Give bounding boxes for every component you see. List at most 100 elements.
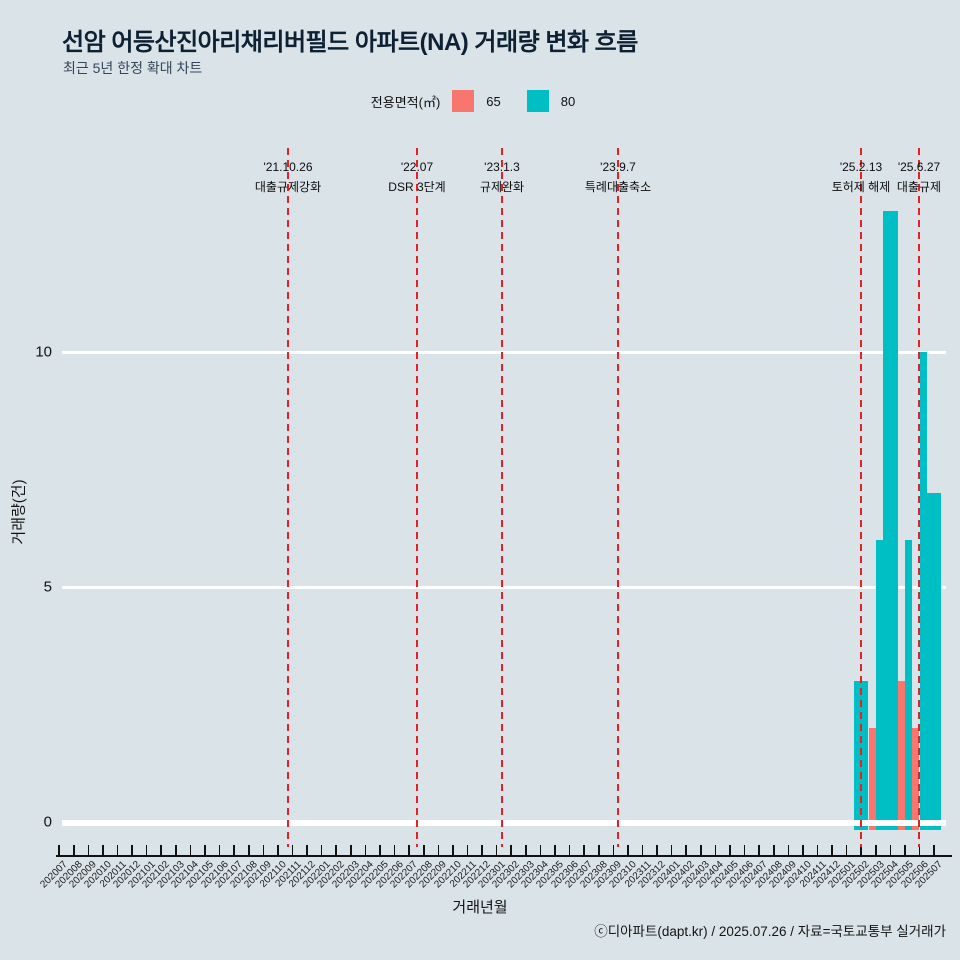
gridline-5 xyxy=(62,585,946,589)
event-line-4 xyxy=(616,148,620,847)
x-tick-202201 xyxy=(320,845,323,855)
x-tick-202202 xyxy=(335,845,338,855)
x-tick-202411 xyxy=(816,845,819,855)
x-tick-202301 xyxy=(495,845,498,855)
x-tick-202212 xyxy=(481,845,483,855)
x-tick-202409 xyxy=(787,845,790,855)
x-tick-202010 xyxy=(102,845,104,855)
legend-swatch-80 xyxy=(526,90,549,112)
x-tick-202110 xyxy=(277,845,279,855)
x-axis-title: 거래년월 xyxy=(452,899,508,916)
x-tick-202502 xyxy=(860,845,863,855)
x-tick-202408 xyxy=(772,845,775,855)
chart-subtitle: 최근 5년 한정 확대 차트 xyxy=(63,60,203,76)
legend-label-80: 80 xyxy=(560,93,576,109)
x-tick-202410 xyxy=(802,845,804,855)
x-tick-202412 xyxy=(831,845,833,855)
event-annotation-4: '23.9.7 특례대출축소 xyxy=(585,160,651,195)
x-tick-202105 xyxy=(204,845,206,855)
x-tick-202008 xyxy=(72,845,75,855)
x-tick-202308 xyxy=(597,845,600,855)
x-tick-202310 xyxy=(627,845,629,855)
event-annotation-3: '23.1.3 규제완화 xyxy=(480,160,524,195)
event-label: 토허제 해제 xyxy=(831,180,891,194)
event-label: DSR 3단계 xyxy=(388,180,446,194)
bar-80-202504 xyxy=(883,211,898,830)
event-annotation-1: '21.10.26 대출규제강화 xyxy=(255,160,321,195)
x-tick-202108 xyxy=(247,845,250,855)
x-tick-202211 xyxy=(466,845,469,855)
x-tick-202501 xyxy=(845,845,848,855)
x-tick-202402 xyxy=(685,845,688,855)
bar-80-202506 xyxy=(919,352,927,830)
x-tick-202112 xyxy=(306,845,308,855)
event-date: '25.6.27 xyxy=(897,160,941,174)
x-tick-202012 xyxy=(131,845,133,855)
event-label: 특례대출축소 xyxy=(584,180,652,194)
event-line-1 xyxy=(286,148,290,847)
x-tick-202505 xyxy=(904,845,906,855)
bar-80-202503 xyxy=(876,540,883,830)
zero-baseline xyxy=(62,820,946,826)
x-tick-202406 xyxy=(743,845,746,855)
x-tick-202102 xyxy=(160,845,163,855)
x-tick-202011 xyxy=(116,845,119,855)
chart-title: 선암 어등산진아리채리버필드 아파트(NA) 거래량 변화 흐름 xyxy=(62,29,638,56)
x-tick-202401 xyxy=(670,845,673,855)
y-axis-title: 거래량(건) xyxy=(10,479,28,545)
event-date: '21.10.26 xyxy=(263,160,313,174)
x-tick-202101 xyxy=(145,845,148,855)
x-tick-202311 xyxy=(641,845,644,855)
x-tick-202007 xyxy=(58,845,60,855)
event-annotation-2: '22.07 DSR 3단계 xyxy=(388,160,445,195)
x-tick-202312 xyxy=(656,845,658,855)
x-tick-202306 xyxy=(568,845,571,855)
legend-label-65: 65 xyxy=(486,93,501,109)
x-tick-202111 xyxy=(291,845,294,855)
y-tick-label-5: 5 xyxy=(43,578,52,596)
event-date: '23.9.7 xyxy=(600,160,636,174)
x-tick-202305 xyxy=(554,845,556,855)
event-line-2 xyxy=(415,148,419,847)
y-tick-label-10: 10 xyxy=(35,343,52,361)
event-date: '22.07 xyxy=(400,160,434,174)
y-tick-label-0: 0 xyxy=(43,813,52,831)
bar-80-202505 xyxy=(905,540,913,830)
x-axis-line xyxy=(56,855,952,857)
event-label: 규제완화 xyxy=(479,180,525,194)
x-tick-202104 xyxy=(189,845,192,855)
x-tick-202407 xyxy=(758,845,760,855)
x-tick-202103 xyxy=(175,845,177,855)
event-annotation-6: '25.6.27 대출규제 xyxy=(897,160,941,195)
bar-65-202503 xyxy=(868,728,876,830)
event-date: '23.1.3 xyxy=(484,160,520,174)
x-tick-202302 xyxy=(510,845,513,855)
x-tick-202203 xyxy=(350,845,352,855)
x-tick-202205 xyxy=(379,845,381,855)
x-tick-202206 xyxy=(393,845,396,855)
credit-footer: ⓒ디아파트(dapt.kr) / 2025.07.26 / 자료=국토교통부 실… xyxy=(594,924,946,939)
x-tick-202404 xyxy=(714,845,717,855)
legend-swatch-65 xyxy=(452,90,475,112)
event-line-6 xyxy=(917,148,921,847)
legend-title: 전용면적(㎡) xyxy=(370,94,441,110)
x-tick-202210 xyxy=(452,845,454,855)
x-tick-202303 xyxy=(525,845,527,855)
legend: 전용면적(㎡) 65 80 xyxy=(0,90,960,112)
x-tick-202106 xyxy=(218,845,221,855)
bar-65-202506 xyxy=(912,728,920,830)
event-date: '25.2.13 xyxy=(839,160,883,174)
event-label: 대출규제강화 xyxy=(254,180,322,194)
x-tick-202304 xyxy=(539,845,542,855)
x-tick-202504 xyxy=(889,845,892,855)
x-tick-202307 xyxy=(583,845,585,855)
x-tick-202507 xyxy=(933,845,935,855)
event-line-5 xyxy=(859,148,863,847)
event-annotation-5: '25.2.13 토허제 해제 xyxy=(832,160,891,195)
bar-65-202505 xyxy=(897,681,905,830)
x-tick-202208 xyxy=(422,845,425,855)
event-line-3 xyxy=(500,148,504,847)
gridline-10 xyxy=(62,350,946,354)
x-tick-202207 xyxy=(408,845,410,855)
